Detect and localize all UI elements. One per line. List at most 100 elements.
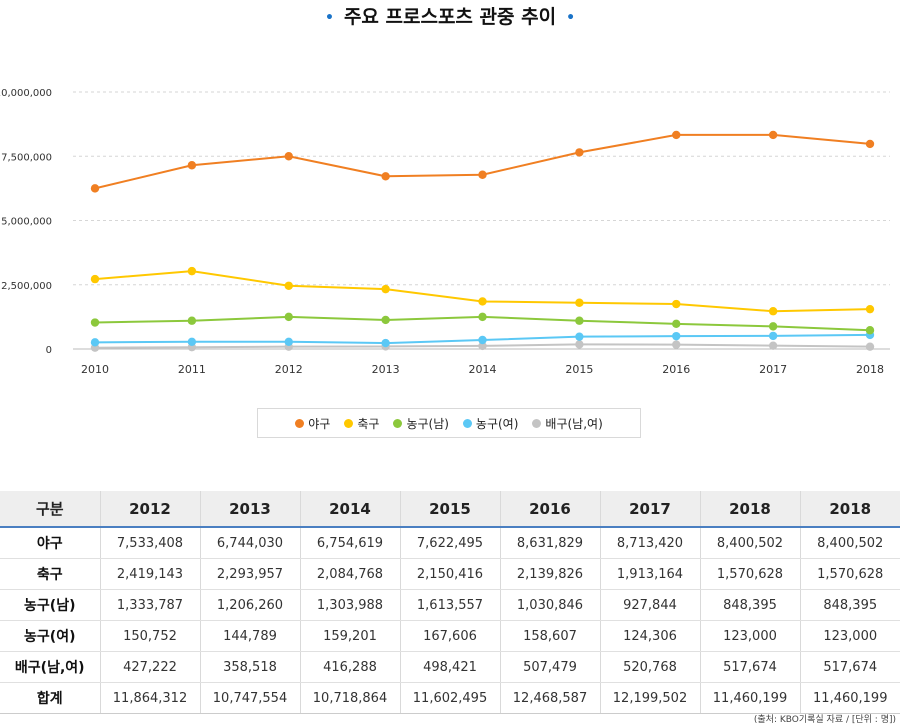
chart-title-text: 주요 프로스포츠 관중 추이 xyxy=(343,6,557,28)
table-cell: 농구(여) xyxy=(0,620,100,652)
chart-legend: 야구 축구 농구(남) 농구(여) 배구(남,여) xyxy=(257,408,641,438)
data-point xyxy=(284,281,293,290)
y-tick-label: 10,000,000 xyxy=(0,88,52,99)
table-cell: 1,913,164 xyxy=(599,558,700,590)
table-cell: 축구 xyxy=(0,558,100,590)
table-cell: 11,864,312 xyxy=(99,682,200,714)
x-tick-label: 2016 xyxy=(662,363,690,376)
table-header-row: 구분 2012 2013 2014 2015 2016 2017 2018 2018 xyxy=(0,491,900,528)
series-line xyxy=(94,133,871,190)
legend-marker xyxy=(462,418,472,428)
table-cell: 8,400,502 xyxy=(799,527,900,559)
data-point xyxy=(478,335,487,345)
table-header-cell: 2017 xyxy=(599,491,700,528)
x-tick-label: 2011 xyxy=(178,363,206,376)
table-cell: 1,570,628 xyxy=(699,558,800,590)
table-cell: 2,150,416 xyxy=(399,558,500,590)
data-point xyxy=(865,139,875,149)
table-cell: 8,713,420 xyxy=(599,527,700,559)
table-row: 농구(남) 1,333,787 1,206,260 1,303,988 1,613,55… xyxy=(0,589,900,621)
data-point xyxy=(90,274,100,284)
y-tick-label: 7,500,000 xyxy=(1,152,52,163)
table-cell: 144,789 xyxy=(199,620,300,652)
legend-label: 농구(여) xyxy=(475,416,519,431)
table-cell: 11,460,199 xyxy=(699,682,800,714)
data-point xyxy=(478,312,487,322)
legend-item: 배구(남,여) xyxy=(532,415,603,432)
data-point xyxy=(865,342,875,351)
table-header-cell: 2013 xyxy=(199,491,300,528)
table-row: 합계 11,864,312 10,747,554 10,718,864 11,602,4… xyxy=(0,682,900,714)
table-cell: 507,479 xyxy=(499,651,600,683)
x-tick-label: 2015 xyxy=(565,363,593,376)
table-cell: 8,631,829 xyxy=(499,527,600,559)
table-cell: 6,744,030 xyxy=(199,527,300,559)
data-point xyxy=(381,338,390,348)
table-cell: 2,139,826 xyxy=(499,558,600,590)
x-tick-label: 2013 xyxy=(372,363,400,376)
table-body: 야구 7,533,408 6,744,030 6,754,619 7,622,495 8,… xyxy=(0,527,900,714)
data-point xyxy=(478,341,487,351)
data-point xyxy=(187,266,197,276)
y-tick-label: 5,000,000 xyxy=(1,217,52,228)
x-tick-label: 2010 xyxy=(81,363,109,376)
legend-item: 축구 xyxy=(344,415,379,432)
data-point xyxy=(768,331,778,341)
data-point xyxy=(672,299,681,309)
data-point xyxy=(478,170,487,179)
data-point xyxy=(381,315,390,325)
table-cell: 12,468,587 xyxy=(499,682,600,714)
table-cell: 498,421 xyxy=(399,651,500,683)
table-cell: 6,754,619 xyxy=(299,527,400,559)
table-cell: 520,768 xyxy=(599,651,700,683)
footnote: (출처: KBO기록실 자료 / [단위 : 명]) xyxy=(753,715,896,725)
title-bullet-left: • xyxy=(324,9,334,26)
table-cell: 159,201 xyxy=(299,620,400,652)
data-point xyxy=(187,316,197,325)
data-table: 구분 2012 2013 2014 2015 2016 2017 2018 2018 야구 7,5… xyxy=(0,491,900,714)
table-cell: 1,613,557 xyxy=(399,589,500,621)
line-chart: 0 2,500,000 5,000,000 7,500,000 10,000,000 20… xyxy=(0,88,890,376)
table-cell: 8,400,502 xyxy=(699,527,800,559)
table-cell: 11,602,495 xyxy=(399,682,500,714)
data-point xyxy=(768,322,778,331)
data-point xyxy=(672,130,681,140)
table-cell: 848,395 xyxy=(799,589,900,621)
table-row: 농구(여) 150,752 144,789 159,201 167,606 158,607… xyxy=(0,620,900,652)
data-point xyxy=(575,148,584,157)
table-cell: 1,333,787 xyxy=(99,589,200,621)
data-point xyxy=(672,331,681,341)
data-point xyxy=(575,332,584,341)
table-cell: 517,674 xyxy=(699,651,800,683)
table-cell: 농구(남) xyxy=(0,589,100,621)
legend-marker xyxy=(532,418,542,428)
title-bullet-right: • xyxy=(566,9,576,26)
table-cell: 7,533,408 xyxy=(99,527,200,559)
table-cell: 124,306 xyxy=(599,620,700,652)
table-cell: 10,718,864 xyxy=(299,682,400,714)
table-header-cell: 2016 xyxy=(499,491,600,528)
data-point xyxy=(865,304,875,314)
table-cell: 416,288 xyxy=(299,651,400,683)
data-point xyxy=(768,341,778,350)
table-cell: 7,622,495 xyxy=(399,527,500,559)
data-point xyxy=(381,284,390,294)
data-point xyxy=(768,307,778,316)
table-cell: 158,607 xyxy=(499,620,600,652)
x-tick-label: 2012 xyxy=(275,363,303,376)
table-cell: 2,084,768 xyxy=(299,558,400,590)
legend-item: 농구(여) xyxy=(462,415,519,432)
table-cell: 123,000 xyxy=(699,620,800,652)
data-point xyxy=(187,337,197,347)
table-cell: 167,606 xyxy=(399,620,500,652)
data-point xyxy=(90,184,100,193)
table-cell: 2,419,143 xyxy=(99,558,200,590)
data-point xyxy=(672,340,681,349)
table-cell: 150,752 xyxy=(99,620,200,652)
table-cell: 358,518 xyxy=(199,651,300,683)
table-header-cell: 2018 xyxy=(699,491,800,528)
table-cell: 1,030,846 xyxy=(499,589,600,621)
data-point xyxy=(284,337,293,347)
x-tick-label: 2014 xyxy=(469,363,497,376)
data-point xyxy=(284,152,293,161)
